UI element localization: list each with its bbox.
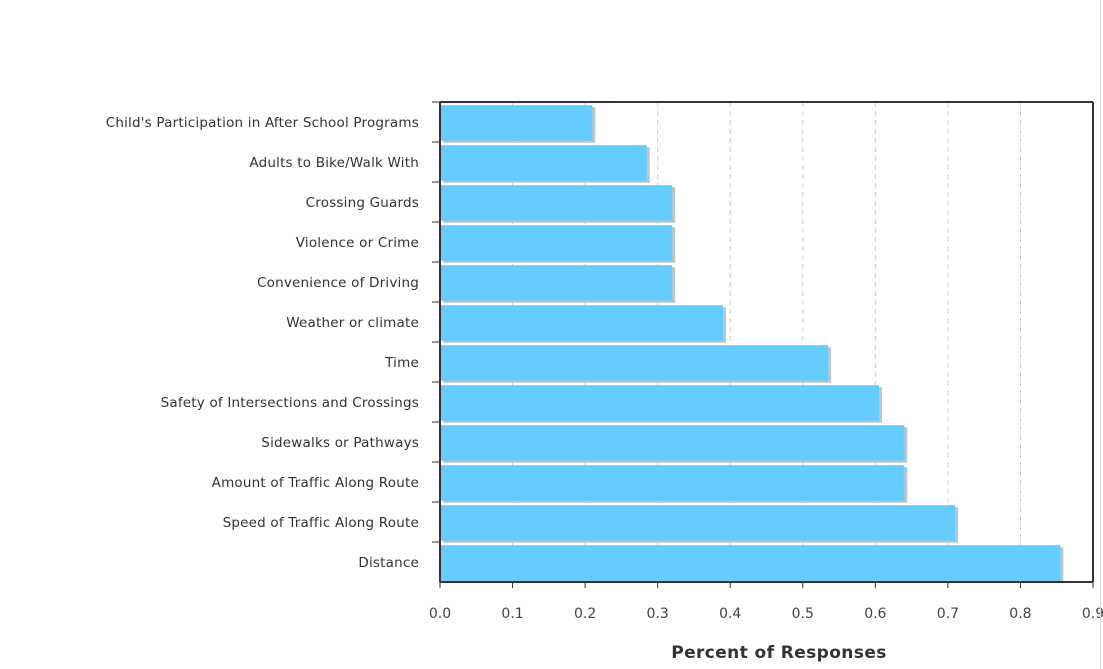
bar: [441, 305, 723, 341]
x-tick-label: 0.4: [719, 606, 741, 622]
frame-divider: [1100, 0, 1101, 669]
category-label: Convenience of Driving: [257, 275, 419, 291]
category-label: Time: [384, 355, 419, 371]
bar: [441, 225, 673, 261]
category-label: Sidewalks or Pathways: [261, 435, 419, 451]
bar: [441, 105, 593, 141]
x-tick-label: 0.0: [429, 606, 451, 622]
bar: [441, 465, 905, 501]
bar: [441, 185, 673, 221]
bar: [441, 425, 905, 461]
bar: [441, 505, 956, 541]
x-tick-label: 0.9: [1082, 606, 1103, 622]
bar: [441, 385, 879, 421]
bar: [441, 545, 1061, 581]
category-label: Safety of Intersections and Crossings: [161, 395, 419, 411]
bar: [441, 345, 829, 381]
category-label: Weather or climate: [286, 315, 419, 331]
category-label: Adults to Bike/Walk With: [249, 155, 419, 171]
x-tick-label: 0.6: [864, 606, 886, 622]
category-label: Child's Participation in After School Pr…: [106, 115, 419, 131]
x-tick-labels: 0.0 0.1 0.2 0.3 0.4 0.5 0.6 0.7 0.8 0.9: [429, 582, 1103, 622]
x-tick-label: 0.5: [792, 606, 814, 622]
x-axis-title: Percent of Responses: [671, 643, 887, 663]
bar: [441, 265, 673, 301]
x-tick-label: 0.7: [937, 606, 959, 622]
category-label: Speed of Traffic Along Route: [223, 515, 419, 531]
category-label: Distance: [358, 555, 419, 571]
x-tick-label: 0.2: [574, 606, 596, 622]
category-label: Crossing Guards: [306, 195, 419, 211]
x-tick-label: 0.8: [1009, 606, 1031, 622]
category-labels: Child's Participation in After School Pr…: [106, 101, 440, 571]
x-tick-label: 0.1: [501, 606, 523, 622]
category-label: Violence or Crime: [296, 235, 419, 251]
bars: [441, 105, 1064, 583]
x-tick-label: 0.3: [647, 606, 669, 622]
category-label: Amount of Traffic Along Route: [212, 475, 419, 491]
bar: [441, 145, 647, 181]
